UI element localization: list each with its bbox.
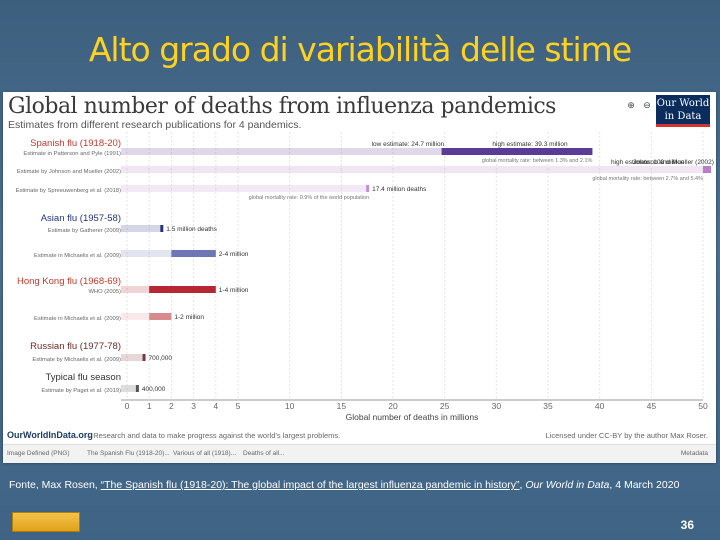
bar-shade: [121, 166, 703, 173]
bar-note: global mortality rate: between 1.3% and …: [482, 158, 593, 164]
bar-shade: [121, 185, 367, 192]
bar-shade: [121, 354, 143, 361]
bar: [160, 225, 164, 232]
bar-value-label: 700,000: [149, 355, 173, 362]
row-label: WHO (2005): [88, 289, 121, 295]
x-tick-label: 5: [236, 401, 241, 411]
row-label: Estimate by Michaelis et al. (2009): [32, 357, 121, 363]
x-tick-label: 25: [440, 401, 450, 411]
x-tick-label: 4: [213, 401, 218, 411]
row-label: Estimate by Johnson and Mueller (2002): [17, 169, 121, 175]
bar-value-label: 1.5 million deaths: [166, 226, 217, 233]
bar-value-label: low estimate: 24.7 million: [372, 141, 445, 148]
row-label: Estimate by Gatherer (2009): [48, 228, 121, 234]
x-tick-label: 40: [595, 401, 605, 411]
bar-value-label: 2-4 million: [219, 251, 249, 258]
group-label: Asian flu (1957-58): [41, 213, 121, 224]
bar: [171, 250, 216, 257]
bar-value-label: 1-2 million: [174, 314, 204, 321]
chart-panel: Global number of deaths from influenza p…: [3, 92, 716, 463]
bar: [366, 185, 370, 192]
zoom-in-icon[interactable]: ⊕: [627, 100, 635, 110]
row-label: Estimate in Michaelis et al. (2009): [34, 253, 121, 259]
x-tick-label: 15: [337, 401, 347, 411]
x-tick-label: 30: [492, 401, 502, 411]
source-date: , 4 March 2020: [609, 479, 680, 491]
bar-high-label: high estimate: 39.3 million: [492, 141, 568, 148]
bar: [142, 354, 146, 361]
zoom-out-icon[interactable]: ⊖: [643, 100, 651, 110]
tab-metadata[interactable]: Metadata: [680, 450, 708, 457]
row-label: Estimate by Paget et al. (2019): [41, 388, 121, 394]
bar-note: global mortality rate: 0.9% of the world…: [249, 195, 369, 201]
source-prefix: Fonte, Max Rosen,: [9, 479, 101, 491]
bar: [703, 166, 711, 173]
x-tick-label: 45: [647, 401, 657, 411]
bar-value-label: 1-4 million: [219, 287, 249, 294]
group-label: Spanish flu (1918-20): [30, 138, 121, 149]
x-tick-label: 20: [388, 401, 398, 411]
tab-spanish-flu[interactable]: The Spanish Flu (1918-20)...: [87, 450, 170, 457]
bar-value-label: Johnson and Mueller (2002) low estimate:…: [633, 159, 716, 166]
bar-value-label: 17.4 million deaths: [372, 186, 427, 193]
x-tick-label: 0: [125, 401, 130, 411]
bar: [441, 148, 593, 155]
row-label: Estimate in Patterson and Pyle (1991): [23, 151, 121, 157]
group-label: Typical flu season: [45, 372, 121, 383]
x-tick-label: 1: [147, 401, 152, 411]
back-button[interactable]: [12, 512, 80, 532]
row-label: Estimate in Michaelis et al. (2009): [34, 316, 121, 322]
bar: [149, 313, 172, 320]
bar-shade: [121, 385, 136, 392]
row-label: Estimate by Spreeuwenberg et al. (2018): [16, 188, 121, 194]
x-tick-label: 50: [698, 401, 708, 411]
license-text: Licensed under CC-BY by the author Max R…: [545, 431, 708, 440]
owid-logo[interactable]: Our World in Data: [656, 95, 710, 127]
bar-shade: [121, 148, 442, 155]
logo-underline: [656, 124, 710, 127]
tab-various[interactable]: Various of all (1918)...: [173, 450, 237, 457]
chart-title: Global number of deaths from influenza p…: [8, 94, 556, 119]
source-link[interactable]: “The Spanish flu (1918-20): The global i…: [100, 479, 520, 491]
group-label: Hong Kong flu (1968-69): [17, 276, 121, 287]
slide-title: Alto grado di variabilità delle stime: [88, 30, 632, 69]
bar-shade: [121, 286, 150, 293]
logo-line-2: in Data: [664, 111, 702, 122]
tab-image[interactable]: Image Defined (PNG): [7, 450, 70, 457]
x-tick-label: 2: [169, 401, 174, 411]
x-tick-label: 35: [543, 401, 553, 411]
bar-shade: [121, 250, 172, 257]
page-number: 36: [680, 518, 694, 532]
logo-line-1: Our World: [656, 98, 710, 109]
owid-tagline: – Research and data to make progress aga…: [87, 431, 341, 440]
chart-tabs-bar: Image Defined (PNG) The Spanish Flu (191…: [3, 444, 716, 463]
bar-shade: [121, 313, 150, 320]
source-citation: Fonte, Max Rosen, “The Spanish flu (1918…: [9, 479, 680, 491]
chart-subtitle: Estimates from different research public…: [8, 119, 302, 131]
chart-footer: OurWorldInData.org – Research and data t…: [3, 430, 716, 444]
bar-value-label: 400,000: [142, 386, 166, 393]
bar: [135, 385, 139, 392]
source-publication: Our World in Data: [525, 479, 610, 491]
bar-shade: [121, 225, 161, 232]
tab-deaths[interactable]: Deaths of all...: [243, 450, 285, 457]
x-tick-label: 3: [191, 401, 196, 411]
group-label: Russian flu (1977-78): [30, 341, 121, 352]
x-tick-label: 10: [285, 401, 295, 411]
owid-brand-link[interactable]: OurWorldInData.org: [7, 430, 93, 440]
x-axis-label: Global number of deaths in millions: [346, 412, 479, 422]
bar: [149, 286, 216, 293]
bar-note: global mortality rate: between 2.7% and …: [592, 176, 703, 182]
bar-high-label: high estimate: 100 million: [611, 159, 685, 166]
